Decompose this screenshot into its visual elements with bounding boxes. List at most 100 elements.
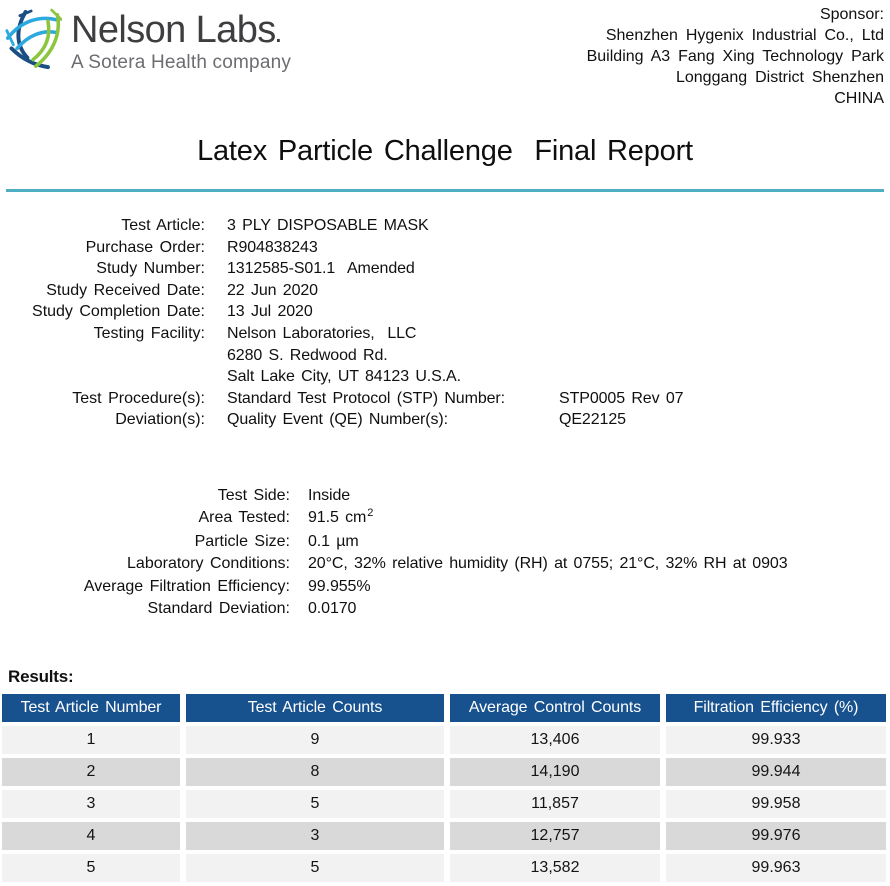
cell-control-counts: 13,406 xyxy=(450,725,660,754)
info-row: Deviation(s): Quality Event (QE) Number(… xyxy=(0,409,890,431)
info-value: Inside xyxy=(308,486,351,504)
cell-efficiency: 99.944 xyxy=(666,757,886,786)
info-value: 0.0170 xyxy=(308,600,357,618)
info-label: Test Article: xyxy=(121,217,205,234)
sponsor-block: Sponsor: Shenzhen Hygenix Industrial Co.… xyxy=(587,4,884,109)
info-label: Testing Facility: xyxy=(93,324,205,342)
info-value-part2: STP0005 Rev 07 xyxy=(559,389,684,407)
header-cell-average-control-counts: Average Control Counts xyxy=(450,693,660,722)
info-row: Testing Facility: Nelson Laboratories, L… xyxy=(0,323,890,345)
info-row: 6280 S. Redwood Rd. xyxy=(0,345,890,367)
info-value: 0.1 µm xyxy=(308,532,359,550)
info-value-part1: Standard Test Protocol (STP) Number: xyxy=(227,389,505,407)
table-row: 3 5 11,857 99.958 xyxy=(2,789,888,818)
info-label xyxy=(0,366,205,388)
info-value: Nelson Laboratories, LLC xyxy=(227,324,417,342)
results-heading: Results: xyxy=(8,666,74,686)
cell-article-counts: 8 xyxy=(186,757,444,786)
info-row: Laboratory Conditions: 20°C, 32% relativ… xyxy=(0,553,890,576)
info-value: 1312585-S01.1 Amended xyxy=(227,260,415,278)
info-label: Laboratory Conditions: xyxy=(127,555,290,573)
header-cell-test-article-counts: Test Article Counts xyxy=(186,693,444,722)
info-value: Standard Test Protocol (STP) Number: STP0… xyxy=(227,388,684,410)
brand-name: Nelson Labs xyxy=(71,9,276,51)
cell-article-number: 1 xyxy=(2,725,180,754)
info-row: Study Received Date: 22 Jun 2020 xyxy=(0,280,890,302)
report-title: Latex Particle Challenge Final Report xyxy=(197,135,693,167)
info-row: Salt Lake City, UT 84123 U.S.A. xyxy=(0,366,890,388)
brand-tagline: A Sotera Health company xyxy=(71,52,292,73)
info-row: Test Procedure(s): Standard Test Protoco… xyxy=(0,388,890,410)
cell-efficiency: 99.976 xyxy=(666,821,886,850)
cell-article-number: 2 xyxy=(2,757,180,786)
info-label: Test Procedure(s): xyxy=(72,389,205,407)
superscript-exponent: 2 xyxy=(367,507,374,520)
info-row: Study Number: 1312585-S01.1 Amended xyxy=(0,258,890,280)
cell-efficiency: 99.963 xyxy=(666,853,886,882)
logo-text: Nelson Labs. A Sotera Health company xyxy=(71,7,291,74)
info-label: Study Number: xyxy=(96,260,205,278)
info-row: Particle Size: 0.1 µm xyxy=(0,531,890,554)
info-label: Study Completion Date: xyxy=(32,303,205,321)
test-parameters-section: Test Side: Inside Area Tested: 91.5 cm2 … xyxy=(0,485,890,621)
info-label xyxy=(0,345,205,367)
info-label: Deviation(s): xyxy=(115,411,205,429)
cell-article-number: 5 xyxy=(2,853,180,882)
table-header-row: Test Article Number Test Article Counts … xyxy=(2,693,888,722)
info-label: Average Filtration Efficiency: xyxy=(83,577,290,595)
sponsor-label: Sponsor: xyxy=(819,6,884,23)
info-value: Quality Event (QE) Number(s): QE22125 xyxy=(227,409,626,431)
info-row: Area Tested: 91.5 cm2 xyxy=(0,507,890,531)
study-info-section: Test Article: 3 PLY DISPOSABLE MASK Purc… xyxy=(0,215,890,431)
info-label: Study Received Date: xyxy=(46,281,205,299)
table-row: 2 8 14,190 99.944 xyxy=(2,757,888,786)
header-cell-test-article-number: Test Article Number xyxy=(2,693,180,722)
cell-article-counts: 5 xyxy=(186,853,444,882)
cell-control-counts: 11,857 xyxy=(450,789,660,818)
info-value: Salt Lake City, UT 84123 U.S.A. xyxy=(227,368,461,386)
nelson-labs-logo: Nelson Labs. A Sotera Health company xyxy=(4,4,291,74)
sponsor-line: Shenzhen Hygenix Industrial Co., Ltd xyxy=(605,27,884,44)
info-value: 20°C, 32% relative humidity (RH) at 0755… xyxy=(308,555,788,573)
info-row: Average Filtration Efficiency: 99.955% xyxy=(0,576,890,599)
cell-efficiency: 99.958 xyxy=(666,789,886,818)
header: Nelson Labs. A Sotera Health company Spo… xyxy=(0,0,890,109)
table-row: 1 9 13,406 99.933 xyxy=(2,725,888,754)
cell-efficiency: 99.933 xyxy=(666,725,886,754)
info-label: Purchase Order: xyxy=(85,238,205,256)
info-value: 99.955% xyxy=(308,577,371,595)
cell-control-counts: 12,757 xyxy=(450,821,660,850)
results-table: Test Article Number Test Article Counts … xyxy=(2,693,888,882)
info-row: Standard Deviation: 0.0170 xyxy=(0,598,890,621)
info-row: Purchase Order: R904838243 xyxy=(0,237,890,259)
globe-wireframe-logo-icon xyxy=(4,7,62,73)
cell-article-counts: 9 xyxy=(186,725,444,754)
cell-control-counts: 13,582 xyxy=(450,853,660,882)
info-value: 6280 S. Redwood Rd. xyxy=(227,346,388,364)
info-value: R904838243 xyxy=(227,238,318,256)
info-value: 91.5 cm2 xyxy=(308,507,373,531)
cell-article-counts: 5 xyxy=(186,789,444,818)
info-value-part2: QE22125 xyxy=(559,411,626,429)
cell-control-counts: 14,190 xyxy=(450,757,660,786)
info-value-part1: Quality Event (QE) Number(s): xyxy=(227,411,448,429)
cell-article-counts: 3 xyxy=(186,821,444,850)
table-row: 5 5 13,582 99.963 xyxy=(2,853,888,882)
table-row: 4 3 12,757 99.976 xyxy=(2,821,888,850)
info-row: Test Article: 3 PLY DISPOSABLE MASK xyxy=(0,215,890,237)
info-value: 3 PLY DISPOSABLE MASK xyxy=(227,217,429,234)
title-divider-rule xyxy=(6,189,884,192)
info-label: Particle Size: xyxy=(194,532,290,550)
sponsor-line: CHINA xyxy=(834,90,884,107)
cell-article-number: 3 xyxy=(2,789,180,818)
header-cell-filtration-efficiency: Filtration Efficiency (%) xyxy=(666,693,886,722)
cell-article-number: 4 xyxy=(2,821,180,850)
info-value: 22 Jun 2020 xyxy=(227,281,318,299)
info-value: 13 Jul 2020 xyxy=(227,303,313,321)
info-label: Test Side: xyxy=(217,486,290,504)
area-value: 91.5 cm xyxy=(308,509,367,527)
sponsor-line: Building A3 Fang Xing Technology Park xyxy=(586,48,884,65)
info-label: Standard Deviation: xyxy=(147,600,290,618)
info-row: Study Completion Date: 13 Jul 2020 xyxy=(0,301,890,323)
